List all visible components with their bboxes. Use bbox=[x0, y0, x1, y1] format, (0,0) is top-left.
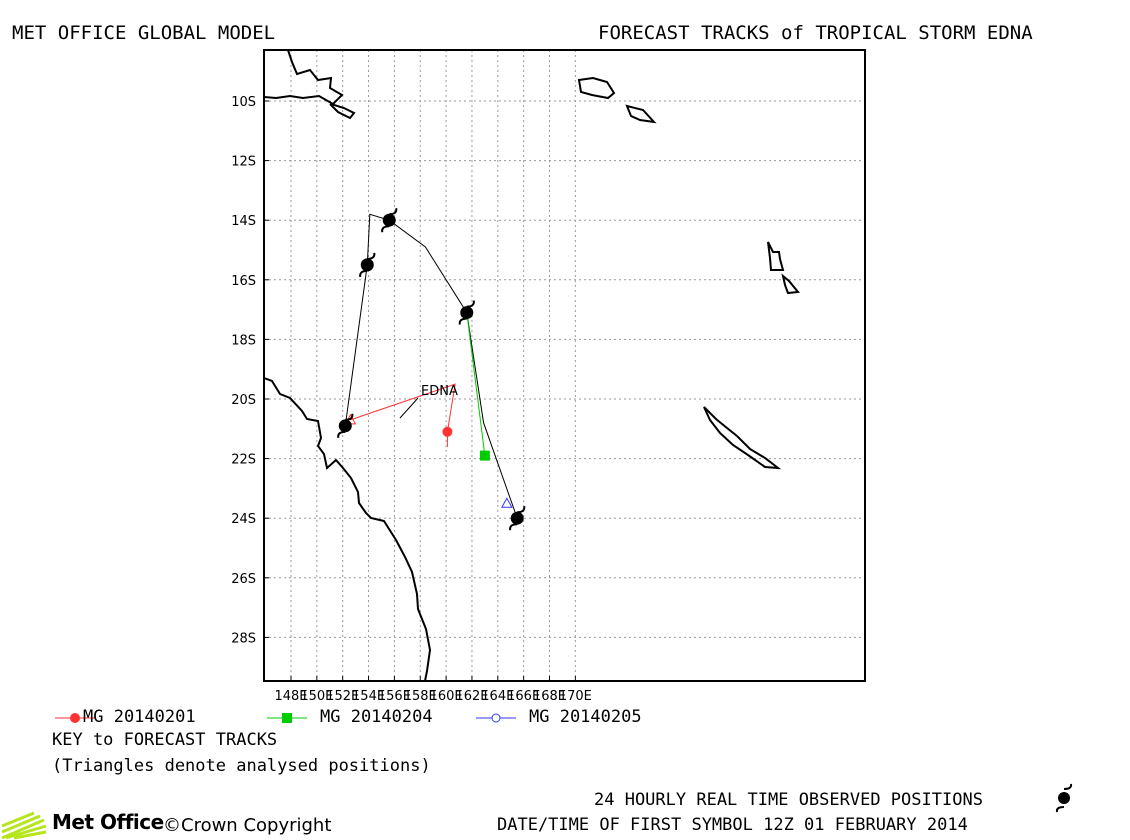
island-new-caledonia bbox=[703, 406, 782, 470]
lon-tick-label: 152E bbox=[326, 689, 359, 700]
storm-name-label: EDNA bbox=[421, 384, 458, 399]
lon-tick-label: 162E bbox=[455, 689, 488, 700]
observed-storm-symbol bbox=[359, 252, 376, 278]
observed-storm-symbol bbox=[509, 506, 526, 531]
observed-storm-symbol bbox=[337, 413, 354, 438]
coastline-png bbox=[263, 49, 344, 106]
island-2 bbox=[625, 104, 657, 124]
forecast-point bbox=[479, 450, 490, 461]
chart-title: FORECAST TRACKS of TROPICAL STORM EDNA bbox=[598, 22, 1033, 44]
lon-tick-label: 158E bbox=[404, 689, 437, 700]
lon-tick-label: 164E bbox=[481, 689, 514, 700]
lat-tick-label: 28S bbox=[231, 631, 256, 646]
legend-markers bbox=[55, 713, 516, 723]
legend-entry-3-label: MG 20140205 bbox=[529, 707, 642, 727]
legend-title: KEY to FORECAST TRACKS bbox=[52, 730, 278, 750]
met-office-logo-icon bbox=[1, 811, 47, 840]
axis-ticks: 148E150E152E154E156E158E160E162E164E166E… bbox=[231, 95, 592, 700]
forecast-point bbox=[442, 426, 453, 437]
legend-marker bbox=[282, 713, 292, 723]
lon-tick-label: 160E bbox=[430, 689, 463, 700]
lon-tick-label: 170E bbox=[559, 689, 592, 700]
copyright-text: ©Crown Copyright bbox=[163, 815, 332, 836]
legend-entry-2-label: MG 20140204 bbox=[320, 707, 433, 727]
lon-tick-label: 168E bbox=[533, 689, 566, 700]
lat-tick-label: 10S bbox=[231, 95, 256, 110]
observed-storm-symbol bbox=[381, 208, 398, 233]
forecast-track-line bbox=[350, 383, 456, 432]
legend-entry-1-label: MG 20140201 bbox=[83, 707, 196, 727]
lon-tick-label: 154E bbox=[352, 689, 385, 700]
met-office-logo-text: Met Office bbox=[52, 810, 164, 834]
observed-storm-symbol bbox=[458, 300, 475, 325]
lon-tick-label: 156E bbox=[378, 689, 411, 700]
tracks-layer bbox=[337, 208, 526, 531]
island-vanuatu-2 bbox=[781, 273, 800, 295]
observed-storm-symbol-icon bbox=[1055, 783, 1073, 813]
lon-tick-label: 148E bbox=[274, 689, 307, 700]
track-map: EDNA 148E150E152E154E156E158E160E162E164… bbox=[231, 49, 866, 700]
lat-tick-label: 18S bbox=[231, 333, 256, 348]
lon-tick-label: 166E bbox=[507, 689, 540, 700]
legend-marker bbox=[70, 713, 80, 723]
first-symbol-datetime: DATE/TIME OF FIRST SYMBOL 12Z 01 FEBRUAR… bbox=[497, 815, 968, 835]
model-title: MET OFFICE GLOBAL MODEL bbox=[12, 22, 276, 44]
observed-track-line bbox=[344, 213, 518, 519]
island-vanuatu-1 bbox=[767, 241, 785, 271]
map-frame bbox=[263, 49, 866, 682]
lat-tick-label: 24S bbox=[231, 512, 256, 527]
lat-tick-label: 22S bbox=[231, 453, 256, 468]
coastline-australia bbox=[263, 377, 432, 682]
lon-tick-label: 150E bbox=[300, 689, 333, 700]
lat-tick-label: 16S bbox=[231, 274, 256, 289]
lat-tick-label: 14S bbox=[231, 214, 256, 229]
lat-tick-label: 12S bbox=[231, 155, 256, 170]
legend-marker bbox=[491, 713, 501, 723]
lat-tick-label: 26S bbox=[231, 572, 256, 587]
island-1 bbox=[577, 76, 616, 100]
coastline-png-tip bbox=[329, 103, 356, 120]
lat-tick-label: 20S bbox=[231, 393, 256, 408]
coastlines bbox=[263, 49, 800, 682]
analysed-position-triangle bbox=[500, 497, 513, 508]
legend-note: (Triangles denote analysed positions) bbox=[52, 756, 431, 776]
forecast-track-line bbox=[466, 312, 486, 456]
map-grid bbox=[264, 50, 865, 681]
storm-label-pointer bbox=[399, 397, 419, 419]
observed-positions-text: 24 HOURLY REAL TIME OBSERVED POSITIONS bbox=[594, 790, 983, 810]
